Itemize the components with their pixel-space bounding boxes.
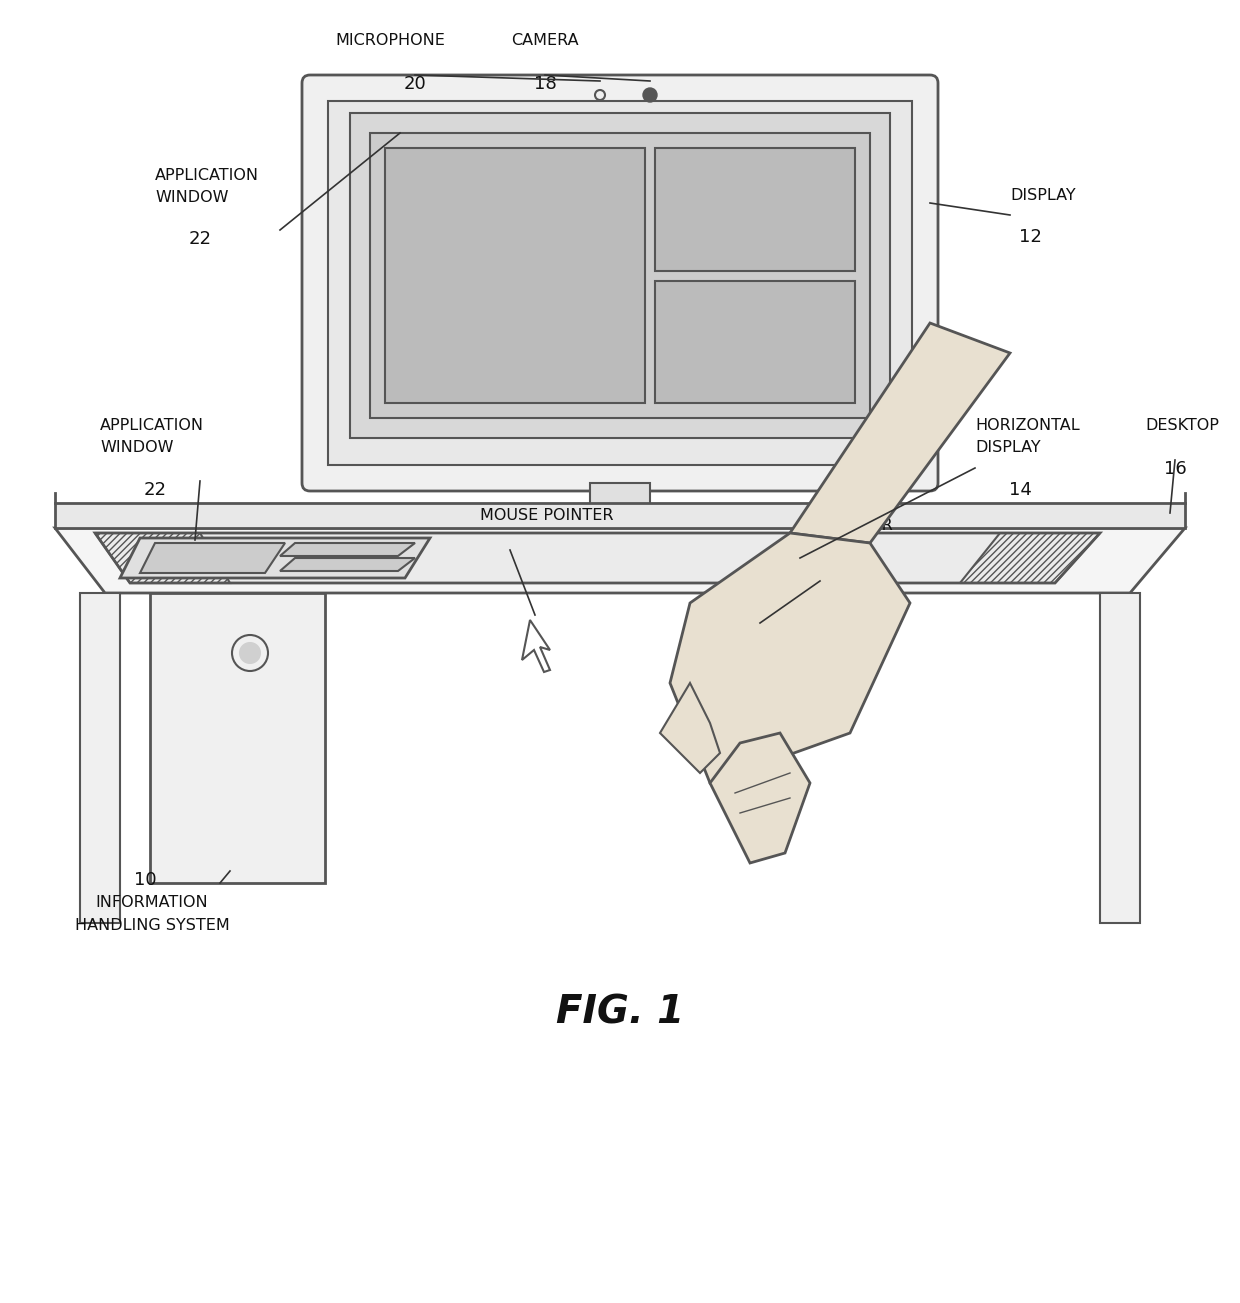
Circle shape	[241, 642, 260, 663]
Polygon shape	[280, 543, 415, 556]
Polygon shape	[55, 528, 1185, 593]
Polygon shape	[280, 558, 415, 571]
Bar	[655, 149, 856, 271]
Text: HAND: HAND	[810, 539, 858, 555]
Polygon shape	[522, 620, 551, 672]
Polygon shape	[120, 538, 430, 579]
Bar	[81, 593, 120, 923]
Text: MICROPHONE: MICROPHONE	[335, 33, 445, 48]
Text: 22: 22	[188, 231, 212, 248]
Text: APPLICATION: APPLICATION	[155, 168, 259, 182]
Text: DISPLAY: DISPLAY	[975, 440, 1040, 455]
Bar	[1100, 593, 1140, 923]
Bar	[285, 795, 298, 803]
Bar	[160, 642, 210, 678]
Text: 12: 12	[1018, 228, 1042, 246]
Bar	[384, 149, 645, 403]
Polygon shape	[95, 533, 1100, 582]
Text: WINDOW: WINDOW	[155, 190, 228, 205]
Bar	[160, 598, 210, 633]
Bar	[655, 280, 856, 403]
Bar	[370, 133, 870, 418]
FancyBboxPatch shape	[303, 76, 937, 491]
Text: 20: 20	[404, 76, 427, 93]
Circle shape	[644, 89, 657, 102]
Text: 16: 16	[1163, 460, 1187, 478]
Polygon shape	[55, 503, 1185, 528]
Bar	[160, 688, 210, 723]
Bar	[285, 770, 298, 778]
Text: DESKTOP: DESKTOP	[1145, 418, 1219, 433]
Bar	[285, 820, 298, 827]
Bar	[590, 483, 650, 533]
Text: MOUSE POINTER: MOUSE POINTER	[480, 508, 614, 523]
Polygon shape	[790, 323, 1011, 543]
Text: FIG. 1: FIG. 1	[556, 994, 684, 1032]
Text: WINDOW: WINDOW	[100, 440, 174, 455]
Text: APPLICATION: APPLICATION	[100, 418, 205, 433]
Polygon shape	[670, 533, 910, 783]
Polygon shape	[660, 683, 720, 773]
Text: DISPLAY: DISPLAY	[1011, 188, 1075, 203]
Text: 14: 14	[1008, 481, 1032, 499]
Text: 22: 22	[144, 481, 166, 499]
Text: HORIZONTAL: HORIZONTAL	[975, 418, 1080, 433]
Polygon shape	[140, 543, 285, 573]
Bar	[350, 113, 890, 438]
Text: END USER: END USER	[810, 519, 893, 533]
Bar	[329, 102, 911, 465]
Text: CAMERA: CAMERA	[511, 33, 579, 48]
Bar	[150, 593, 325, 883]
Text: 24: 24	[528, 550, 552, 568]
Text: HANDLING SYSTEM: HANDLING SYSTEM	[74, 919, 229, 933]
Text: 26: 26	[833, 581, 857, 599]
Bar	[546, 533, 694, 552]
Bar	[285, 846, 298, 853]
Bar	[229, 603, 310, 873]
Text: INFORMATION: INFORMATION	[95, 895, 208, 909]
Polygon shape	[711, 734, 810, 863]
Text: 10: 10	[134, 870, 156, 889]
Text: 18: 18	[533, 76, 557, 93]
